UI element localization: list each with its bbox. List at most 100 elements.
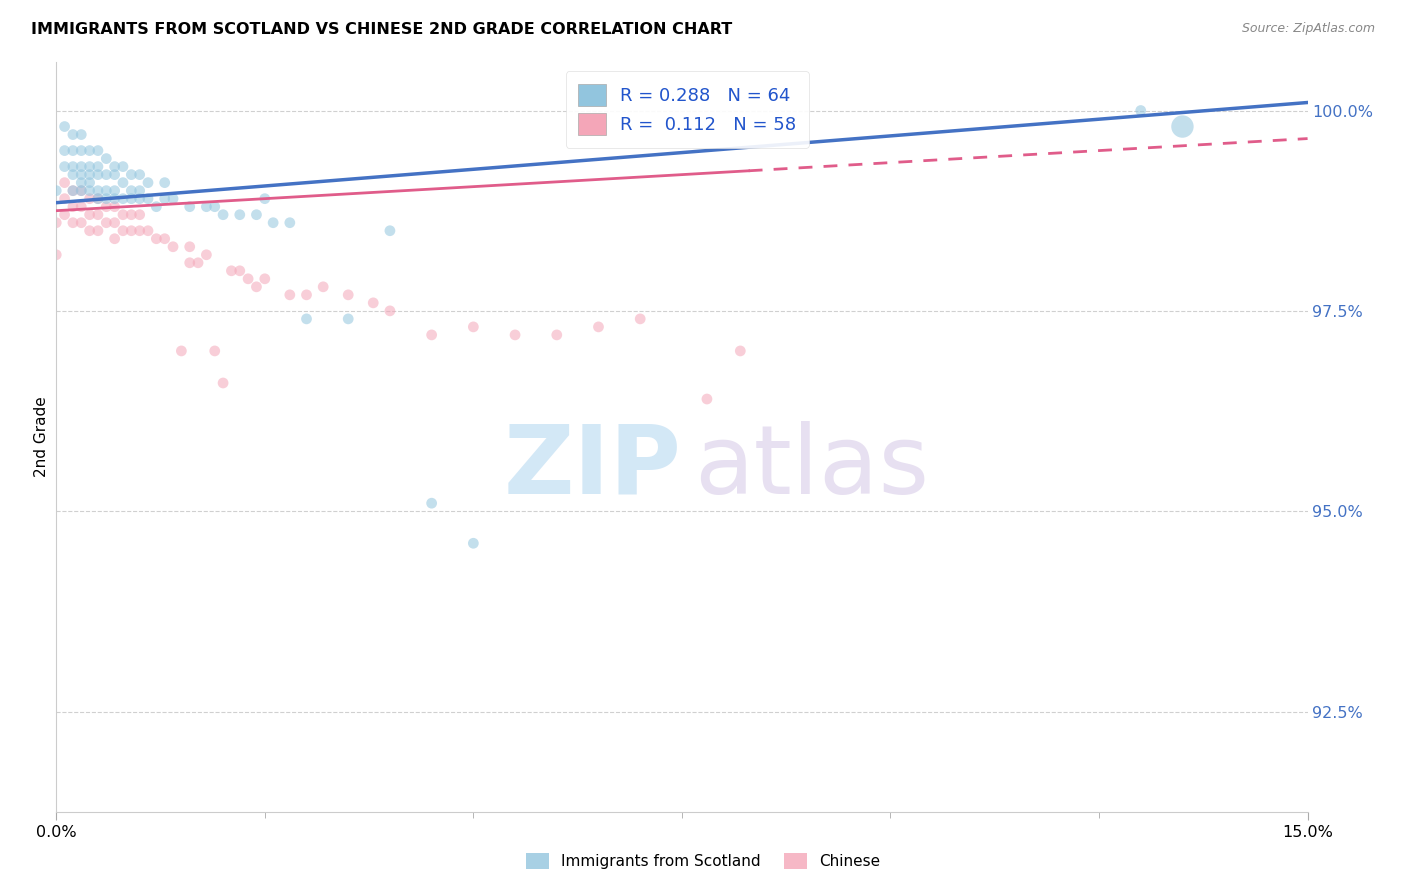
Point <box>70 128 93 142</box>
Point <box>420 496 443 510</box>
Point <box>120 208 142 222</box>
Point <box>136 176 159 190</box>
Point <box>79 192 101 206</box>
Legend: Immigrants from Scotland, Chinese: Immigrants from Scotland, Chinese <box>520 847 886 875</box>
Point <box>104 184 127 198</box>
Point <box>70 184 93 198</box>
Point <box>162 240 184 254</box>
Point <box>79 168 101 182</box>
Point <box>70 160 93 174</box>
Point <box>111 224 134 238</box>
Point <box>420 327 443 342</box>
Point <box>463 536 485 550</box>
Point <box>245 280 267 294</box>
Point <box>96 200 118 214</box>
Point <box>87 192 110 206</box>
Point <box>53 120 76 134</box>
Point <box>696 392 718 406</box>
Point <box>337 311 360 326</box>
Point <box>546 327 568 342</box>
Point <box>162 192 184 206</box>
Point <box>70 144 93 158</box>
Point <box>79 208 101 222</box>
Point <box>87 208 110 222</box>
Point <box>87 184 110 198</box>
Point <box>104 192 127 206</box>
Point <box>187 256 209 270</box>
Point <box>53 192 76 206</box>
Point <box>96 192 118 206</box>
Point <box>104 168 127 182</box>
Point <box>153 192 176 206</box>
Point <box>361 296 384 310</box>
Point <box>111 160 134 174</box>
Point <box>229 208 252 222</box>
Point <box>588 319 610 334</box>
Point <box>145 200 167 214</box>
Point <box>79 224 101 238</box>
Point <box>128 184 150 198</box>
Point <box>153 232 176 246</box>
Point <box>96 216 118 230</box>
Point <box>62 128 84 142</box>
Point <box>204 200 226 214</box>
Point <box>378 304 401 318</box>
Point <box>104 216 127 230</box>
Point <box>87 160 110 174</box>
Point <box>136 224 159 238</box>
Point <box>179 240 201 254</box>
Point <box>70 176 93 190</box>
Point <box>295 311 318 326</box>
Point <box>62 184 84 198</box>
Point <box>195 200 218 214</box>
Point <box>179 200 201 214</box>
Point <box>245 208 267 222</box>
Point <box>62 184 84 198</box>
Point <box>212 208 235 222</box>
Point <box>236 272 259 286</box>
Point <box>62 216 84 230</box>
Point <box>70 168 93 182</box>
Point <box>262 216 284 230</box>
Point <box>253 272 276 286</box>
Text: IMMIGRANTS FROM SCOTLAND VS CHINESE 2ND GRADE CORRELATION CHART: IMMIGRANTS FROM SCOTLAND VS CHINESE 2ND … <box>31 22 733 37</box>
Point <box>62 160 84 174</box>
Point <box>70 184 93 198</box>
Point <box>96 184 118 198</box>
Point <box>145 232 167 246</box>
Point <box>463 319 485 334</box>
Point <box>70 200 93 214</box>
Point <box>1129 103 1152 118</box>
Point <box>221 264 243 278</box>
Point <box>45 248 67 262</box>
Point <box>87 144 110 158</box>
Point <box>170 343 193 358</box>
Point <box>120 168 142 182</box>
Point <box>312 280 335 294</box>
Point <box>53 160 76 174</box>
Point <box>87 192 110 206</box>
Point <box>120 224 142 238</box>
Point <box>128 224 150 238</box>
Point <box>628 311 651 326</box>
Point <box>204 343 226 358</box>
Text: atlas: atlas <box>695 420 929 514</box>
Point <box>111 208 134 222</box>
Point <box>87 168 110 182</box>
Point <box>503 327 526 342</box>
Point <box>128 208 150 222</box>
Y-axis label: 2nd Grade: 2nd Grade <box>34 397 49 477</box>
Point <box>62 144 84 158</box>
Point <box>79 184 101 198</box>
Point <box>136 192 159 206</box>
Point <box>278 216 301 230</box>
Point <box>253 192 276 206</box>
Text: Source: ZipAtlas.com: Source: ZipAtlas.com <box>1241 22 1375 36</box>
Point <box>120 192 142 206</box>
Point <box>104 160 127 174</box>
Point <box>87 224 110 238</box>
Point <box>104 232 127 246</box>
Point <box>53 208 76 222</box>
Point <box>79 160 101 174</box>
Point <box>62 168 84 182</box>
